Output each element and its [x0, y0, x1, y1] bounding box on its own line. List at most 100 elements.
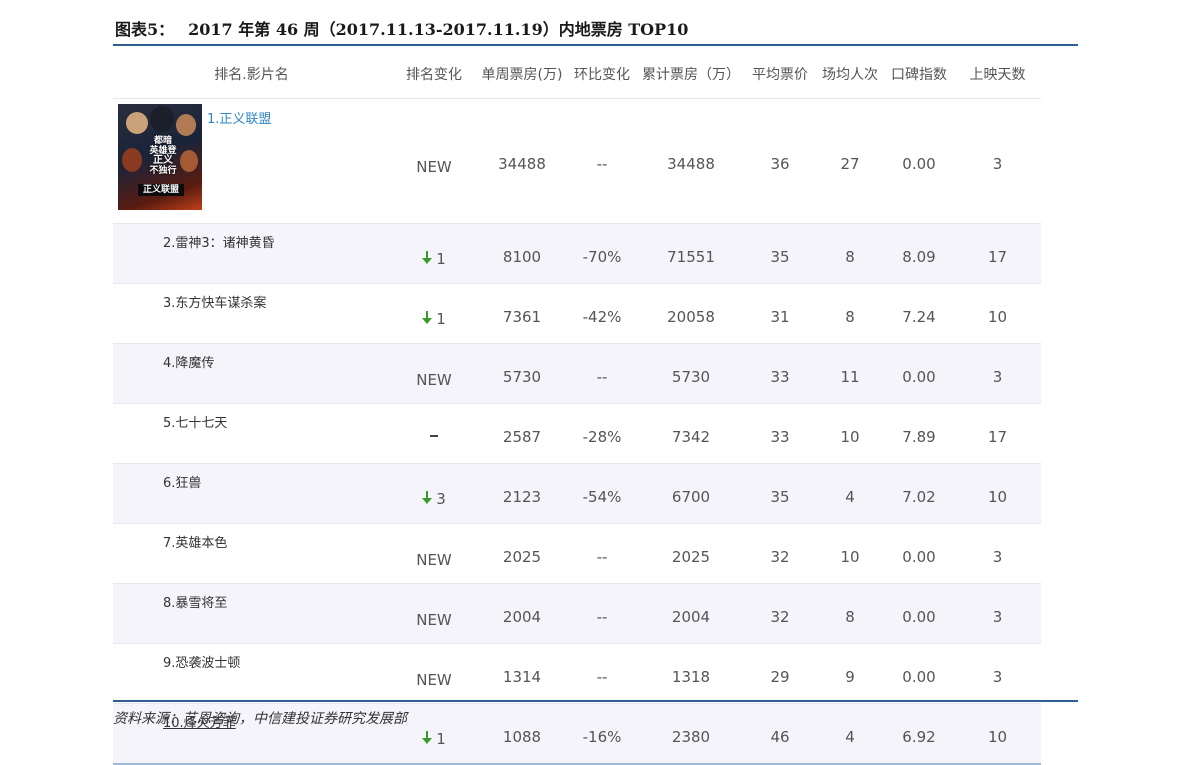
per-show-cell: 8 — [816, 223, 884, 284]
score-cell: 8.09 — [884, 223, 954, 284]
source-note: 资料来源：艺恩咨询，中信建投证券研究发展部 — [113, 711, 407, 727]
table-row: 6.狂兽 3 2123 -54% 6700 35 4 7.02 10 — [113, 463, 1041, 524]
total-cell: 1318 — [638, 643, 744, 704]
per-show-cell: 10 — [816, 523, 884, 584]
per-show-cell: 10 — [816, 403, 884, 464]
rank-change: 1 — [422, 730, 446, 749]
movie-name: 5.七十七天 — [163, 416, 228, 431]
movie-cell: 8.暴雪将至 — [113, 583, 390, 644]
header-score: 口碑指数 — [891, 67, 947, 83]
movie-name: 8.暴雪将至 — [163, 596, 228, 611]
table-row: 7.英雄本色 NEW 2025 -- 2025 32 10 0.00 3 — [113, 523, 1041, 584]
figure-label: 图表5： — [115, 20, 175, 39]
top-rule — [113, 44, 1078, 46]
wow-cell: -- — [566, 583, 638, 644]
avg-price-cell: 35 — [744, 223, 816, 284]
score-cell: 0.00 — [884, 583, 954, 644]
score-cell: 6.92 — [884, 703, 954, 765]
down-arrow-icon — [422, 490, 433, 509]
rank-change-cell: 1 — [390, 283, 478, 344]
movie-name: 4.降魔传 — [163, 356, 215, 371]
down-arrow-icon — [422, 310, 433, 329]
score-cell: 7.24 — [884, 283, 954, 344]
movie-cell: 5.七十七天 — [113, 403, 390, 464]
header-days: 上映天数 — [969, 67, 1026, 83]
avg-price-cell: 36 — [744, 98, 816, 224]
days-cell: 17 — [954, 403, 1041, 464]
avg-price-cell: 31 — [744, 283, 816, 344]
movie-cell: 3.东方快车谋杀案 — [113, 283, 390, 344]
figure-caption: 图表5： 2017 年第 46 周（2017.11.13-2017.11.19）内… — [115, 16, 688, 40]
rank-change-text: 3 — [436, 490, 446, 509]
poster-text-top: 都暗 — [153, 136, 172, 146]
days-cell: 17 — [954, 223, 1041, 284]
box-office-table: 排名.影片名 排名变化 单周票房(万) 环比变化 累计票房（万） 平均票价 场均… — [113, 50, 1041, 765]
total-cell: 6700 — [638, 463, 744, 524]
days-cell: 3 — [954, 523, 1041, 584]
table-row: 2.雷神3：诸神黄昏 1 8100 -70% 71551 35 8 8.09 17 — [113, 223, 1041, 284]
score-cell: 0.00 — [884, 343, 954, 404]
score-cell: 0.00 — [884, 98, 954, 224]
rank-change-cell: NEW — [390, 343, 478, 404]
down-arrow-icon — [422, 730, 433, 749]
rank-change: 1 — [422, 310, 446, 329]
wow-cell: -- — [566, 523, 638, 584]
per-show-cell: 11 — [816, 343, 884, 404]
days-cell: 3 — [954, 583, 1041, 644]
header-name: 排名.影片名 — [214, 67, 289, 83]
rank-change-cell: NEW — [390, 583, 478, 644]
table-row: 5.七十七天 2587 -28% 7342 33 10 7.89 17 — [113, 403, 1041, 464]
rank-change-text: NEW — [416, 370, 452, 389]
rank-change-text: NEW — [416, 670, 452, 689]
total-cell: 34488 — [638, 98, 744, 224]
rank-change-cell: 1 — [390, 223, 478, 284]
weekly-cell: 2025 — [478, 523, 566, 584]
movie-cell: 4.降魔传 — [113, 343, 390, 404]
figure-title: 2017 年第 46 周（2017.11.13-2017.11.19）内地票房 … — [188, 20, 689, 39]
total-cell: 2025 — [638, 523, 744, 584]
movie-poster-image: 都暗 英雄登 正义 不独行 正义联盟 — [118, 104, 202, 210]
rank-change: 3 — [422, 490, 446, 509]
poster-text-sub: 不独行 — [149, 166, 177, 176]
rank-change: NEW — [416, 371, 452, 389]
movie-name: 2.雷神3：诸神黄昏 — [163, 236, 275, 251]
per-show-cell: 9 — [816, 643, 884, 704]
movie-name-link[interactable]: 1.正义联盟 — [207, 112, 272, 127]
per-show-cell: 8 — [816, 583, 884, 644]
wow-cell: -54% — [566, 463, 638, 524]
score-cell: 0.00 — [884, 523, 954, 584]
rank-change-cell: NEW — [390, 523, 478, 584]
days-cell: 3 — [954, 343, 1041, 404]
bottom-rule — [113, 700, 1078, 702]
wow-cell: -- — [566, 643, 638, 704]
score-cell: 0.00 — [884, 643, 954, 704]
total-cell: 20058 — [638, 283, 744, 344]
rank-change: NEW — [416, 551, 452, 569]
days-cell: 3 — [954, 643, 1041, 704]
poster-text-main: 正义 — [153, 155, 173, 166]
header-row: 排名.影片名 排名变化 单周票房(万) 环比变化 累计票房（万） 平均票价 场均… — [113, 50, 1041, 99]
movie-name: 6.狂兽 — [163, 476, 202, 491]
avg-price-cell: 33 — [744, 343, 816, 404]
poster-text-mid: 英雄登 — [149, 146, 177, 156]
wow-cell: -- — [566, 343, 638, 404]
movie-name: 7.英雄本色 — [163, 536, 228, 551]
header-weekly: 单周票房(万) — [481, 67, 563, 83]
weekly-cell: 7361 — [478, 283, 566, 344]
total-cell: 2004 — [638, 583, 744, 644]
rank-change-text: NEW — [416, 158, 452, 176]
movie-cell: 2.雷神3：诸神黄昏 — [113, 223, 390, 284]
header-per-show: 场均人次 — [822, 67, 878, 83]
rank-change-cell — [390, 403, 478, 464]
header-rank-change: 排名变化 — [406, 67, 462, 83]
days-cell: 10 — [954, 283, 1041, 344]
rank-change-text: 1 — [436, 250, 446, 269]
avg-price-cell: 32 — [744, 523, 816, 584]
table-row: 8.暴雪将至 NEW 2004 -- 2004 32 8 0.00 3 — [113, 583, 1041, 644]
days-cell: 3 — [954, 98, 1041, 224]
rank-change-cell: NEW — [390, 643, 478, 704]
score-cell: 7.89 — [884, 403, 954, 464]
weekly-cell: 1088 — [478, 703, 566, 765]
movie-cell: 6.狂兽 — [113, 463, 390, 524]
wow-cell: -42% — [566, 283, 638, 344]
